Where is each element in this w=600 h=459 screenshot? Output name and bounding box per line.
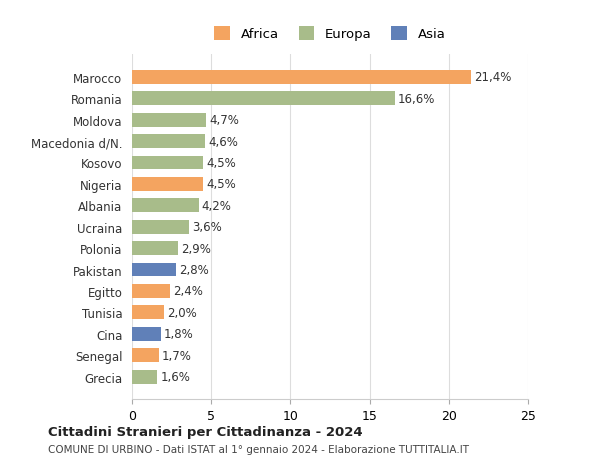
Bar bbox=[132, 370, 157, 384]
Bar bbox=[132, 284, 170, 298]
Text: COMUNE DI URBINO - Dati ISTAT al 1° gennaio 2024 - Elaborazione TUTTITALIA.IT: COMUNE DI URBINO - Dati ISTAT al 1° genn… bbox=[48, 444, 469, 454]
Text: 21,4%: 21,4% bbox=[474, 71, 512, 84]
Text: 16,6%: 16,6% bbox=[398, 93, 436, 106]
Text: 3,6%: 3,6% bbox=[192, 221, 222, 234]
Bar bbox=[132, 71, 471, 84]
Bar bbox=[132, 241, 178, 256]
Text: 2,4%: 2,4% bbox=[173, 285, 203, 298]
Text: 2,8%: 2,8% bbox=[179, 263, 209, 276]
Bar bbox=[132, 306, 164, 319]
Text: 2,9%: 2,9% bbox=[181, 242, 211, 255]
Bar bbox=[132, 178, 203, 191]
Bar bbox=[132, 135, 205, 149]
Bar bbox=[132, 92, 395, 106]
Bar bbox=[132, 156, 203, 170]
Text: 4,5%: 4,5% bbox=[206, 178, 236, 191]
Text: 1,7%: 1,7% bbox=[162, 349, 192, 362]
Text: 4,2%: 4,2% bbox=[202, 199, 232, 213]
Bar bbox=[132, 199, 199, 213]
Bar bbox=[132, 220, 189, 234]
Text: 4,7%: 4,7% bbox=[209, 114, 239, 127]
Text: 2,0%: 2,0% bbox=[167, 306, 197, 319]
Text: 4,6%: 4,6% bbox=[208, 135, 238, 148]
Text: 1,6%: 1,6% bbox=[161, 370, 190, 383]
Text: 4,5%: 4,5% bbox=[206, 157, 236, 170]
Bar bbox=[132, 263, 176, 277]
Text: 1,8%: 1,8% bbox=[164, 328, 193, 341]
Bar bbox=[132, 327, 161, 341]
Legend: Africa, Europa, Asia: Africa, Europa, Asia bbox=[208, 20, 452, 48]
Bar bbox=[132, 113, 206, 127]
Text: Cittadini Stranieri per Cittadinanza - 2024: Cittadini Stranieri per Cittadinanza - 2… bbox=[48, 425, 362, 438]
Bar bbox=[132, 348, 159, 362]
